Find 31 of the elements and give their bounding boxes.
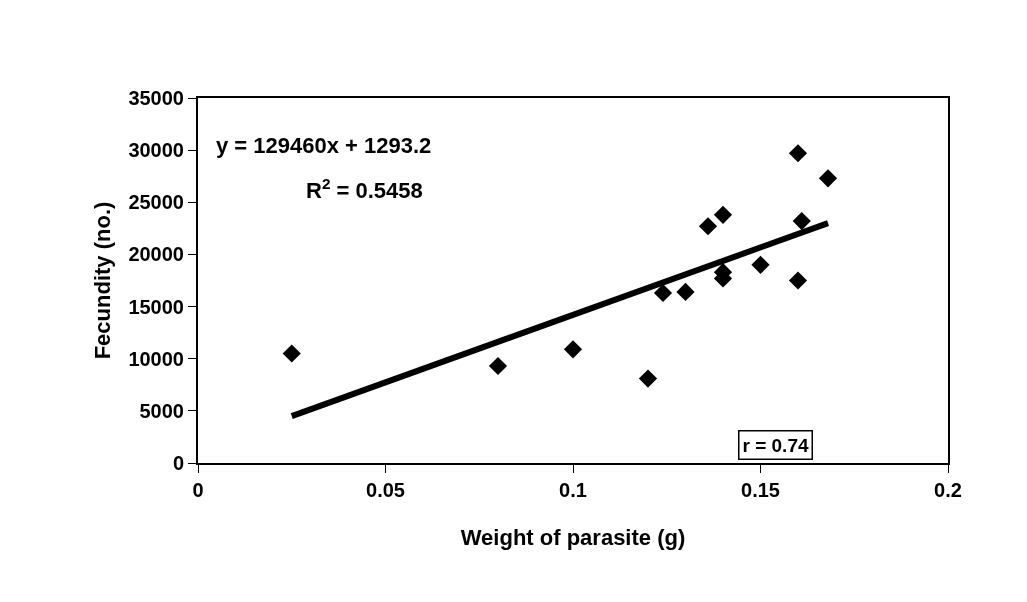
x-tick-label: 0.05 xyxy=(366,479,405,501)
annotation: R$^{2}$ = 0.5458 xyxy=(306,175,423,204)
point xyxy=(653,283,673,303)
y-tick-label: 10000 xyxy=(128,347,184,370)
point xyxy=(563,340,583,359)
point xyxy=(751,255,770,274)
x-axis-title: Weight of parasite (g) xyxy=(460,525,686,551)
point xyxy=(676,282,695,302)
x-tick-label: 0 xyxy=(192,479,204,501)
y-tick-label: 20000 xyxy=(128,243,184,266)
y-tick-label: 25000 xyxy=(128,191,184,214)
x-tick-label: 0.15 xyxy=(741,479,780,501)
annotation: r = 0.74 xyxy=(742,434,809,456)
point xyxy=(638,369,658,388)
y-tick-label: 15000 xyxy=(128,295,184,318)
y-tick-label: 35000 xyxy=(128,87,184,109)
point xyxy=(788,271,808,290)
point xyxy=(488,356,508,376)
point xyxy=(818,169,838,188)
y-axis-title: Fecundity (no.) xyxy=(89,201,115,360)
y-tick-label: 30000 xyxy=(128,139,184,162)
point xyxy=(698,217,718,236)
y-tick-label: 0 xyxy=(172,452,184,474)
x-tick-label: 0.1 xyxy=(559,479,587,501)
point xyxy=(788,144,808,163)
point xyxy=(792,211,811,231)
annotation: y = 129460x + 1293.2 xyxy=(216,133,432,158)
x-tick-label: 0.2 xyxy=(934,479,962,501)
point xyxy=(713,205,733,224)
point xyxy=(282,344,301,363)
y-tick-label: 5000 xyxy=(139,399,184,422)
